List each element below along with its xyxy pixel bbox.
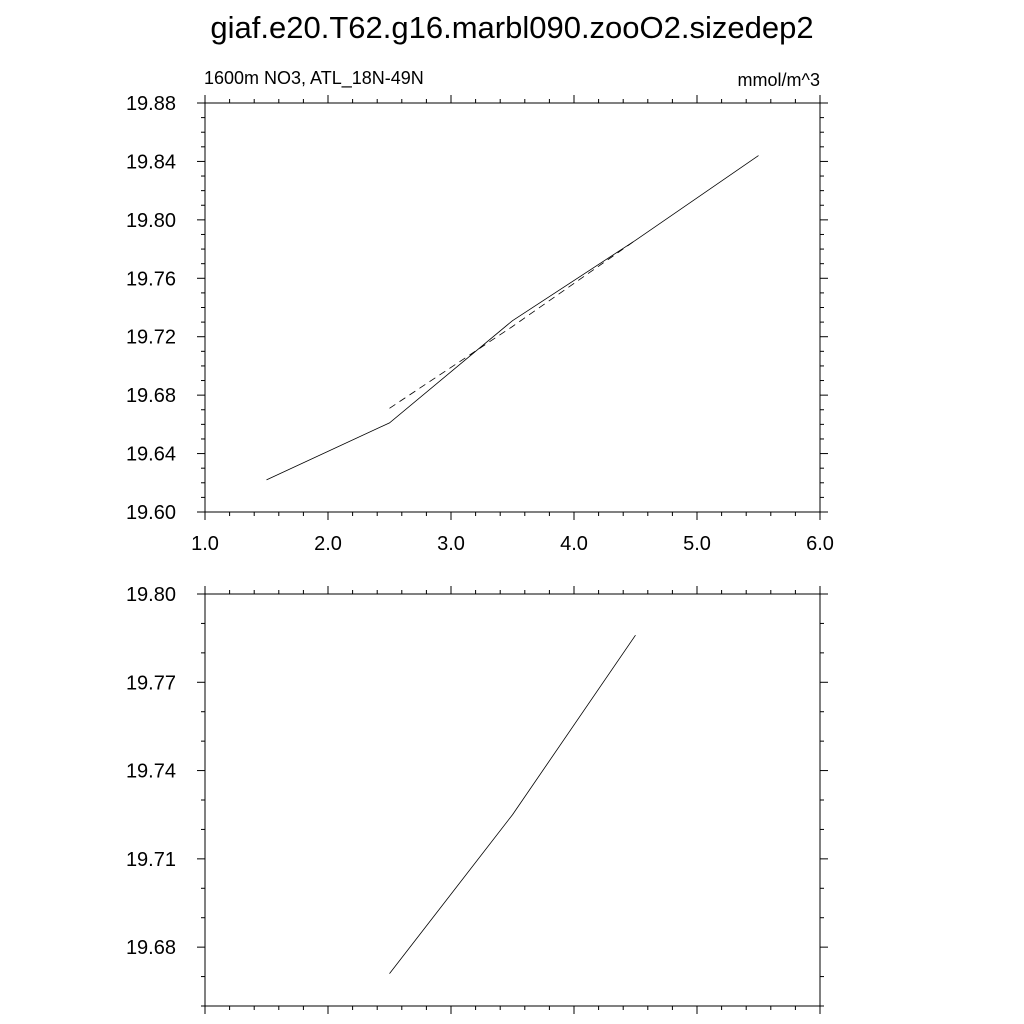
y-tick-label: 19.68 [126, 385, 176, 407]
solid-series-line [389, 634, 636, 974]
y-tick-label: 19.77 [126, 672, 176, 694]
x-tick-label: 6.0 [806, 533, 834, 555]
x-tick-label: 5.0 [683, 533, 711, 555]
bottom-panel: 19.68 19.71 19.74 19.77 19.80 [126, 584, 828, 1014]
y-tick-label: 19.80 [126, 210, 176, 232]
top-plot-frame [204, 102, 821, 513]
y-tick-label: 19.76 [126, 268, 176, 290]
x-tick-label: 3.0 [437, 533, 465, 555]
bottom-plot-frame [204, 593, 821, 1007]
x-tick-label: 2.0 [314, 533, 342, 555]
y-tick-label: 19.72 [126, 327, 176, 349]
top-panel: 1600m NO3, ATL_18N-49N mmol/m^3 1.0 2.0 3.… [126, 68, 834, 555]
y-tick-label: 19.88 [126, 93, 176, 115]
y-tick-label: 19.71 [126, 849, 176, 871]
y-tick-label: 19.74 [126, 761, 176, 783]
top-panel-right-label: mmol/m^3 [738, 70, 820, 90]
figure-title: giaf.e20.T62.g16.marbl090.zooO2.sizedep2 [210, 10, 813, 45]
dashed-series-line [389, 239, 636, 409]
y-tick-label: 19.60 [126, 502, 176, 524]
y-tick-label: 19.64 [126, 444, 176, 466]
solid-series-line [266, 155, 759, 481]
y-tick-label: 19.68 [126, 937, 176, 959]
top-panel-left-label: 1600m NO3, ATL_18N-49N [204, 68, 424, 89]
x-tick-label: 4.0 [560, 533, 588, 555]
y-tick-label: 19.80 [126, 584, 176, 606]
y-tick-label: 19.84 [126, 151, 176, 173]
x-tick-label: 1.0 [191, 533, 219, 555]
